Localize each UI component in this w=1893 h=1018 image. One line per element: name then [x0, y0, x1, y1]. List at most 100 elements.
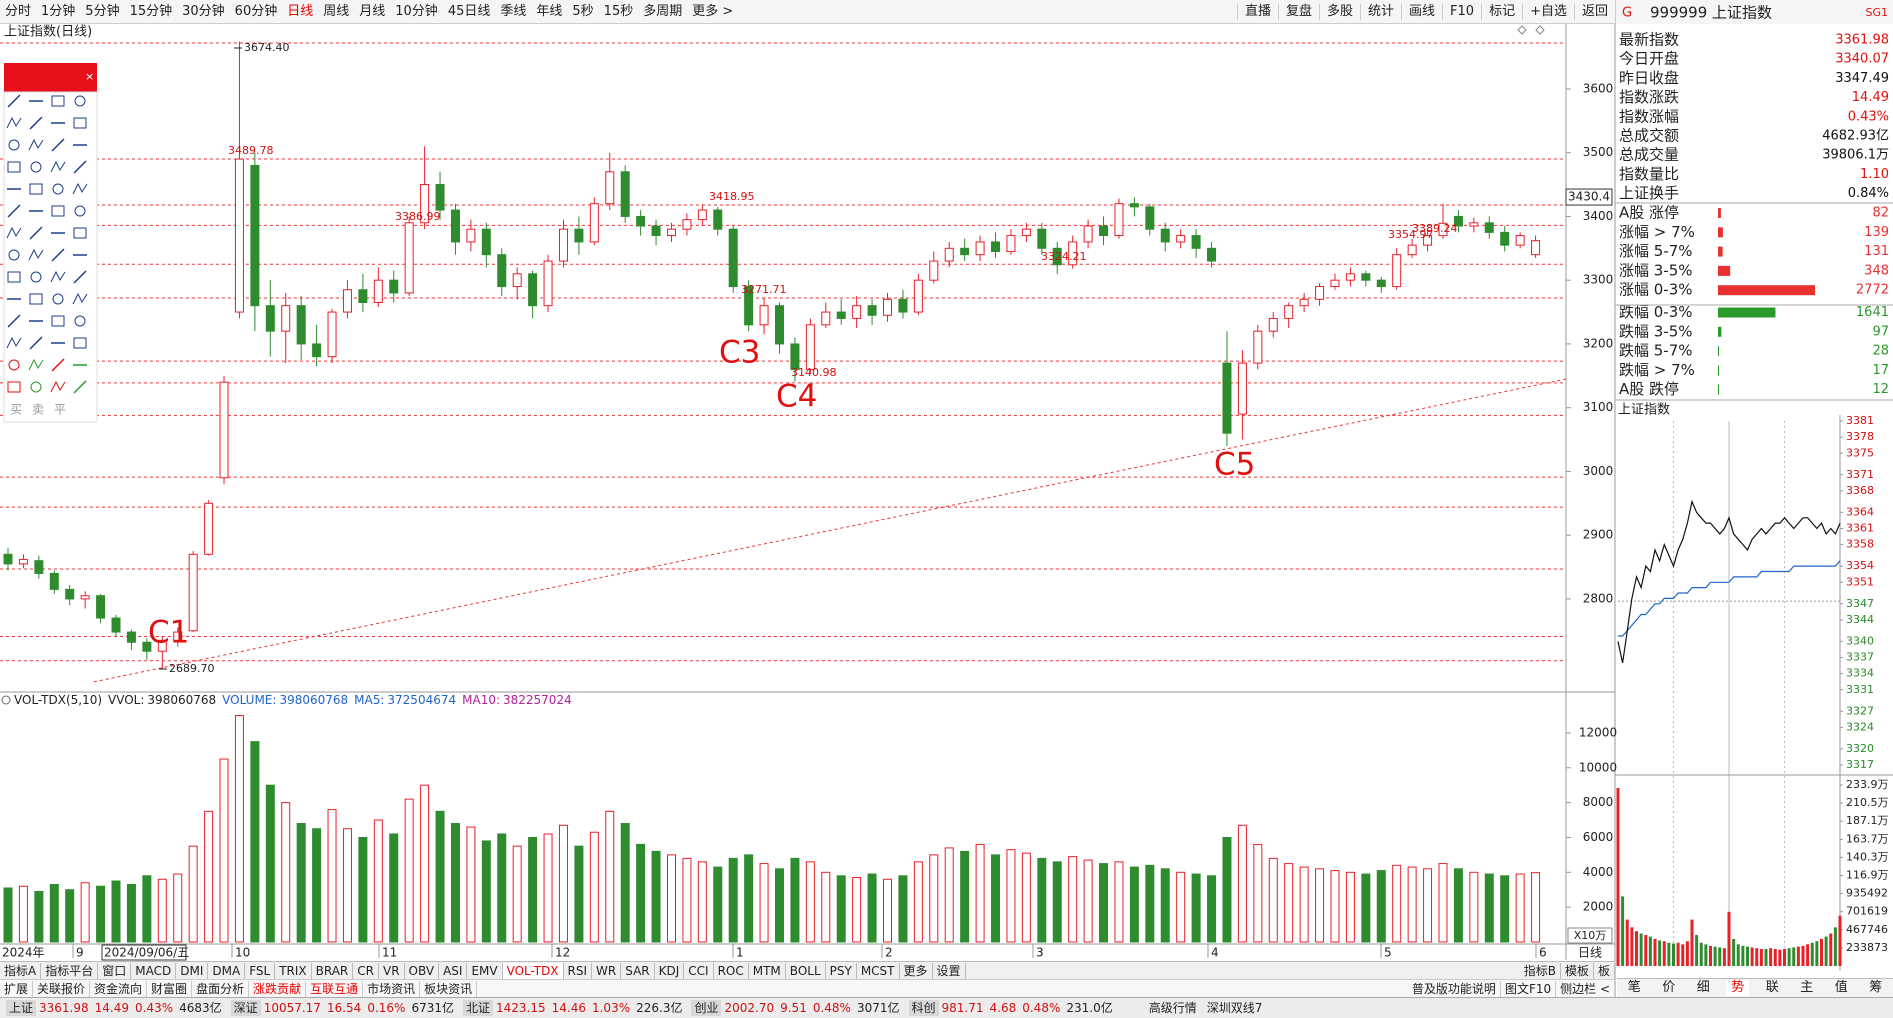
indicator-tab[interactable]: DMA	[208, 962, 246, 979]
indicator-tab[interactable]: 更多	[900, 962, 933, 979]
info-tab[interactable]: 盘面分析	[192, 980, 250, 997]
tool-icon[interactable]	[7, 161, 21, 173]
info-tab[interactable]: 资金流向	[90, 980, 148, 997]
indicator-tab[interactable]: VOL-TDX	[502, 962, 564, 979]
tool-icon[interactable]	[51, 95, 65, 107]
indicator-tab[interactable]: 指标平台	[41, 962, 99, 979]
tool-icon[interactable]	[73, 337, 87, 349]
period-button[interactable]: 15分钟	[129, 3, 173, 19]
tool-button[interactable]: +自选	[1522, 3, 1574, 20]
tool-icon[interactable]	[30, 271, 42, 283]
tool-icon[interactable]	[50, 160, 66, 173]
tool-icon[interactable]	[30, 381, 42, 393]
tool-icon[interactable]	[8, 249, 20, 261]
tool-icon[interactable]	[6, 336, 22, 349]
tool-icon[interactable]	[73, 117, 87, 129]
indicator-tab[interactable]: 窗口	[98, 962, 132, 979]
side-tab[interactable]: 普及版功能说明	[1408, 980, 1501, 997]
tool-button[interactable]: F10	[1442, 3, 1481, 20]
indicator-tab[interactable]: VR	[379, 962, 405, 979]
tool-icon[interactable]	[72, 182, 88, 195]
template-tab[interactable]: 指标B	[1520, 962, 1561, 979]
tool-icon[interactable]	[51, 205, 65, 217]
period-button[interactable]: 更多 >	[692, 3, 734, 19]
indicator-tab[interactable]: EMV	[467, 962, 503, 979]
tool-icon[interactable]	[74, 205, 86, 217]
tool-button[interactable]: 画线	[1401, 3, 1442, 20]
tool-icon[interactable]	[52, 183, 64, 195]
info-tab[interactable]: 关联报价	[33, 980, 91, 997]
detail-tab[interactable]: 联	[1765, 980, 1779, 995]
indicator-tab[interactable]: CCI	[684, 962, 714, 979]
detail-tab[interactable]: 筹	[1869, 980, 1883, 995]
tool-icon[interactable]	[8, 359, 20, 371]
info-tab[interactable]: 市场资讯	[363, 980, 421, 997]
period-button[interactable]: 30分钟	[182, 3, 225, 19]
tool-button[interactable]: 复盘	[1277, 3, 1319, 20]
indicator-tab[interactable]: MACD	[131, 962, 177, 979]
indicator-tab[interactable]: BOLL	[786, 962, 826, 979]
tool-icon[interactable]	[73, 160, 87, 174]
indicator-tab[interactable]: CR	[353, 962, 379, 979]
period-button[interactable]: 60分钟	[234, 3, 278, 19]
tool-icon[interactable]	[51, 138, 65, 152]
indicator-tab[interactable]: ASI	[439, 962, 468, 979]
tool-icon[interactable]	[51, 315, 65, 327]
detail-tab[interactable]: 笔	[1627, 980, 1641, 995]
period-button[interactable]: 日线	[287, 3, 314, 19]
tool-button[interactable]: 返回	[1573, 3, 1615, 20]
info-tab[interactable]: 互联互通	[306, 980, 364, 997]
side-tab[interactable]: 侧边栏 <	[1556, 980, 1615, 997]
period-button[interactable]: 周线	[323, 3, 350, 19]
template-tab[interactable]: 模板	[1561, 962, 1594, 979]
tool-icon[interactable]	[51, 358, 65, 372]
tool-icon[interactable]	[72, 292, 88, 305]
info-tab[interactable]: 扩展	[0, 980, 34, 997]
detail-tab[interactable]: 细	[1696, 980, 1710, 995]
tool-icon[interactable]	[7, 204, 21, 218]
tool-icon[interactable]	[74, 95, 86, 107]
indicator-tab[interactable]: 设置	[933, 962, 966, 979]
period-button[interactable]: 1分钟	[41, 3, 76, 19]
indicator-tab[interactable]: MCST	[857, 962, 900, 979]
tool-button[interactable]: 直播	[1236, 3, 1278, 20]
indicator-tab[interactable]: DMI	[176, 962, 209, 979]
status-link[interactable]: 深圳双线7	[1206, 1001, 1263, 1015]
tool-button[interactable]: 标记	[1481, 3, 1522, 20]
period-button[interactable]: 5秒	[572, 3, 594, 19]
tool-button[interactable]: 统计	[1360, 3, 1401, 20]
period-button[interactable]: 分时	[5, 3, 32, 19]
detail-tab[interactable]: 价	[1662, 980, 1676, 995]
status-link[interactable]: 高级行情	[1148, 1001, 1197, 1015]
indicator-tab[interactable]: MTM	[749, 962, 786, 979]
tool-icon[interactable]	[7, 94, 21, 108]
period-button[interactable]: 多周期	[643, 3, 683, 19]
tool-icon[interactable]	[50, 380, 66, 393]
indicator-tab[interactable]: BRAR	[312, 962, 354, 979]
indicator-tab[interactable]: SAR	[621, 962, 655, 979]
tool-icon[interactable]	[51, 248, 65, 262]
tool-icon[interactable]	[50, 270, 66, 283]
tool-icon[interactable]	[6, 226, 22, 239]
tool-icon[interactable]	[7, 314, 21, 328]
info-tab[interactable]: 财富圈	[147, 980, 193, 997]
tool-icon[interactable]	[29, 293, 43, 305]
indicator-tab[interactable]: OBV	[405, 962, 440, 979]
tool-icon[interactable]	[29, 336, 43, 350]
tool-icon[interactable]	[28, 248, 44, 261]
tool-icon[interactable]	[28, 138, 44, 151]
tool-icon[interactable]	[74, 315, 86, 327]
period-button[interactable]: 45日线	[447, 3, 491, 19]
side-tab[interactable]: 图文F10	[1501, 980, 1557, 997]
tool-icon[interactable]	[52, 293, 64, 305]
indicator-tab[interactable]: TRIX	[275, 962, 312, 979]
tool-icon[interactable]	[73, 270, 87, 284]
detail-tab[interactable]: 势	[1726, 980, 1750, 996]
indicator-tab[interactable]: WR	[592, 962, 622, 979]
indicator-tab[interactable]: 指标A	[0, 962, 42, 979]
detail-tab[interactable]: 值	[1834, 980, 1848, 995]
template-tab[interactable]: 板	[1594, 962, 1615, 979]
tool-icon[interactable]	[73, 227, 87, 239]
indicator-tab[interactable]: RSI	[564, 962, 593, 979]
period-button[interactable]: 季线	[500, 3, 527, 19]
